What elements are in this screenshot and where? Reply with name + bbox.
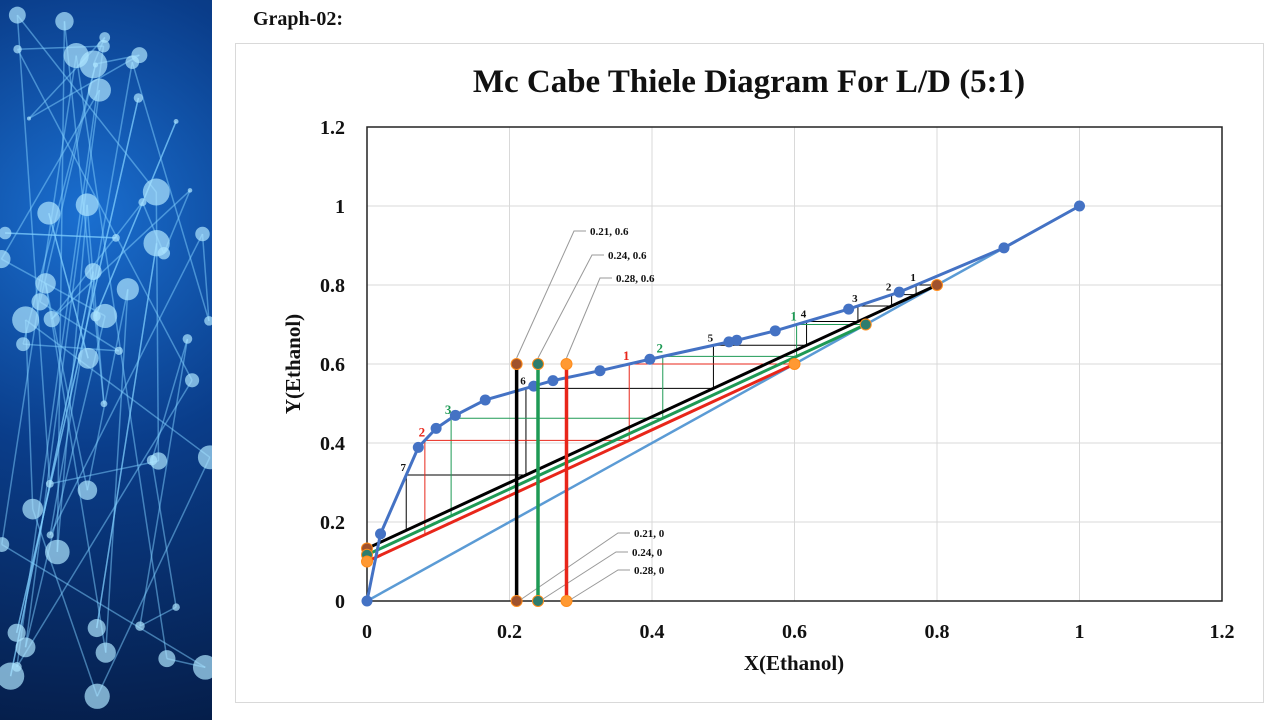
x-axis-label: X(Ethanol) <box>744 651 844 675</box>
marker-point <box>931 279 943 291</box>
chart-frame <box>235 43 1264 703</box>
stage-number-label: 1 <box>790 309 797 324</box>
equilibrium-point <box>361 595 373 607</box>
stage-number-label: 4 <box>801 309 807 321</box>
marker-point <box>788 358 801 370</box>
x-tick-label: 0.2 <box>497 621 522 643</box>
x-tick-label: 1 <box>1075 621 1085 643</box>
marker-point <box>560 358 573 370</box>
callout-label: 0.24, 0.6 <box>608 250 647 262</box>
stage-number-label: 2 <box>657 340 664 355</box>
x-tick-label: 1.2 <box>1210 621 1235 643</box>
y-tick-label: 0.6 <box>320 354 345 376</box>
y-tick-label: 0.8 <box>320 275 345 297</box>
y-tick-label: 0.2 <box>320 512 345 534</box>
equilibrium-point <box>769 325 781 337</box>
y-tick-label: 1 <box>335 196 345 218</box>
equilibrium-point <box>731 334 743 346</box>
x-tick-label: 0 <box>362 621 372 643</box>
marker-point <box>510 358 523 370</box>
operating-line <box>366 283 938 550</box>
equilibrium-point <box>375 528 387 540</box>
equilibrium-point <box>843 303 855 315</box>
diagonal-line <box>366 204 1081 603</box>
callout-leader <box>571 569 630 600</box>
equilibrium-point <box>412 441 424 453</box>
y-tick-label: 0 <box>335 591 345 613</box>
y-tick-label: 0.4 <box>320 433 345 455</box>
equilibrium-point <box>998 242 1010 254</box>
stage-number-label: 6 <box>520 375 526 387</box>
marker-point <box>859 318 872 331</box>
callout-leader <box>521 532 630 600</box>
callout-label: 0.28, 0 <box>634 565 665 577</box>
stage-number-label: 5 <box>708 332 714 344</box>
marker-point <box>560 595 573 607</box>
callout-leader <box>566 277 612 359</box>
marker-point <box>361 555 373 568</box>
stage-number-label: 3 <box>852 293 858 305</box>
callout-leader <box>537 254 604 359</box>
equilibrium-point <box>1074 200 1085 212</box>
stage-number-label: 3 <box>445 402 452 417</box>
operating-line <box>366 362 796 563</box>
callout-label: 0.21, 0.6 <box>590 226 629 238</box>
stage-number-label: 1 <box>910 272 916 284</box>
marker-point <box>510 595 523 607</box>
x-tick-label: 0.8 <box>925 621 950 643</box>
callout-label: 0.21, 0 <box>634 528 665 540</box>
decorative-network-image <box>0 0 212 720</box>
equilibrium-point <box>430 422 442 434</box>
y-tick-label: 1.2 <box>320 117 345 139</box>
callout-label: 0.24, 0 <box>632 547 663 559</box>
stage-number-label: 2 <box>419 424 426 439</box>
equilibrium-point <box>644 353 656 365</box>
equilibrium-point <box>594 365 606 377</box>
network-graphic <box>0 6 212 709</box>
stage-number-label: 1 <box>623 348 630 363</box>
callout-label: 0.28, 0.6 <box>616 273 655 285</box>
operating-line <box>366 323 867 557</box>
equilibrium-point <box>449 409 461 421</box>
graph-heading: Graph-02: <box>253 8 343 30</box>
chart-title: Mc Cabe Thiele Diagram For L/D (5:1) <box>473 64 1025 100</box>
y-axis-label: Y(Ethanol) <box>281 314 305 414</box>
stage-number-label: 7 <box>400 462 406 474</box>
callout-leader <box>516 230 586 359</box>
stage-number-label: 2 <box>886 282 892 294</box>
marker-point <box>532 595 544 607</box>
equilibrium-point <box>547 375 559 387</box>
x-tick-label: 0.4 <box>640 621 665 643</box>
equilibrium-point <box>479 394 491 406</box>
plot-border <box>366 126 1223 602</box>
x-tick-label: 0.6 <box>782 621 807 643</box>
equilibrium-point <box>893 286 905 298</box>
marker-point <box>532 358 544 370</box>
